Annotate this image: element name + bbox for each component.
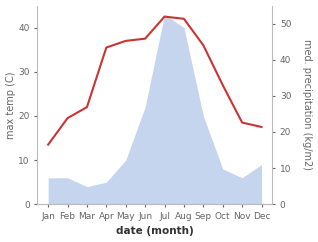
Y-axis label: med. precipitation (kg/m2): med. precipitation (kg/m2) — [302, 39, 313, 170]
X-axis label: date (month): date (month) — [116, 227, 194, 236]
Y-axis label: max temp (C): max temp (C) — [5, 71, 16, 139]
